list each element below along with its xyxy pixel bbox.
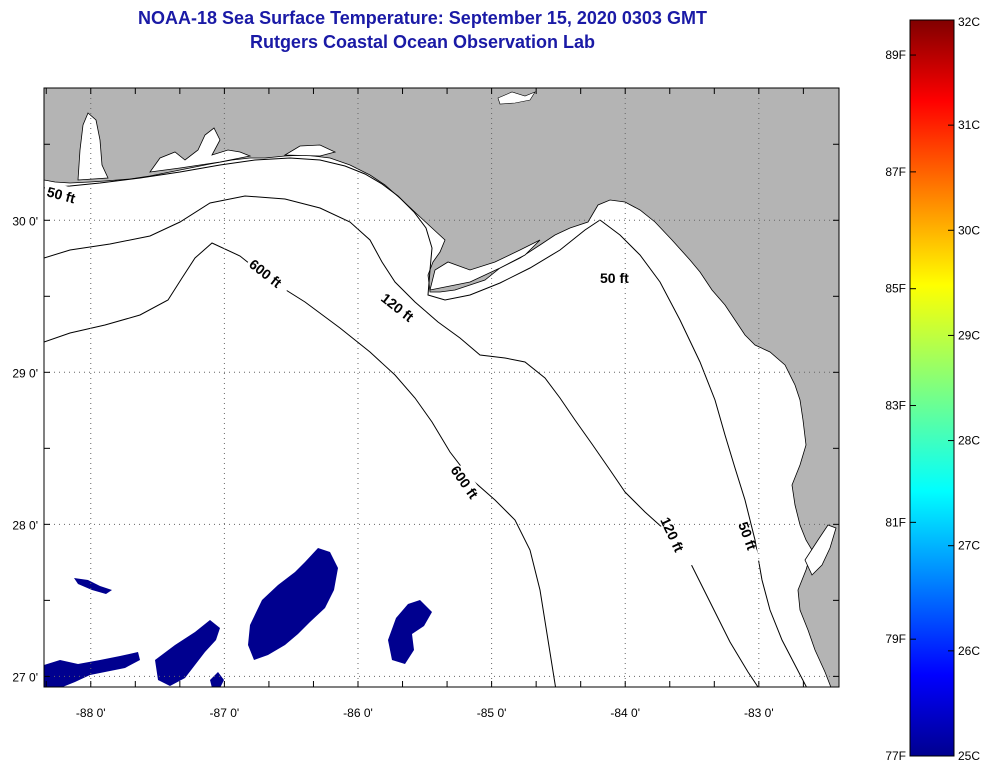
colorbar-fahrenheit-label: 85F (885, 282, 906, 296)
lon-tick-label: -85 0' (477, 706, 507, 720)
lon-tick-label: -87 0' (210, 706, 240, 720)
cold-patch-3 (248, 548, 338, 660)
colorbar-celsius-label: 28C (958, 434, 980, 448)
inland-lake (497, 91, 536, 105)
contour-label-50ft-north: 50 ft (600, 270, 629, 286)
choctawhatchee-bay (283, 144, 337, 157)
lat-tick-label: 27 0' (12, 670, 38, 684)
colorbar-celsius-label: 27C (958, 539, 980, 553)
contour-50ft-west (44, 157, 601, 301)
longitude-axis: -88 0' -87 0' -86 0' -85 0' -84 0' -83 0' (45, 88, 804, 720)
colorbar-celsius-labels: 32C 31C 30C 29C 28C 27C 26C 25C (948, 15, 980, 763)
latitude-axis: 27 0' 28 0' 29 0' 30 0' (12, 143, 839, 684)
colorbar-celsius-label: 31C (958, 118, 980, 132)
contour-600ft (44, 242, 557, 687)
cold-patch-2 (155, 620, 220, 686)
lon-tick-label: -88 0' (76, 706, 106, 720)
colorbar-celsius-label: 25C (958, 749, 980, 763)
lon-tick-label: -84 0' (610, 706, 640, 720)
colorbar (909, 19, 955, 757)
chart-title: NOAA-18 Sea Surface Temperature: Septemb… (138, 8, 707, 28)
apalachicola-bay (429, 239, 541, 291)
contour-50ft-east (599, 219, 808, 687)
cold-patch-5 (74, 578, 112, 594)
contour-label-50ft-west: 50 ft (45, 183, 77, 206)
lat-tick-label: 29 0' (12, 366, 38, 380)
lon-tick-label: -86 0' (343, 706, 373, 720)
colorbar-celsius-label: 26C (958, 644, 980, 658)
colorbar-celsius-label: 29C (958, 328, 980, 342)
pensacola-bay (149, 127, 252, 173)
lat-tick-label: 30 0' (12, 214, 38, 228)
colorbar-fahrenheit-label: 81F (885, 515, 906, 529)
cold-patch-6 (210, 672, 224, 687)
lat-tick-label: 28 0' (12, 518, 38, 532)
cold-patch-1 (44, 652, 140, 687)
colorbar-fahrenheit-label: 77F (885, 749, 906, 763)
mobile-bay (77, 112, 109, 181)
colorbar-fahrenheit-label: 87F (885, 165, 906, 179)
colorbar-fahrenheit-label: 89F (885, 48, 906, 62)
colorbar-fahrenheit-labels: 89F 87F 85F 83F 81F 79F 77F (885, 48, 916, 763)
colorbar-celsius-label: 32C (958, 15, 980, 29)
colorbar-celsius-label: 30C (958, 223, 980, 237)
cold-sst-patches (44, 548, 432, 687)
map-frame (43, 87, 840, 688)
cold-patch-4 (388, 600, 432, 664)
tampa-bay (804, 524, 837, 576)
lon-tick-label: -83 0' (744, 706, 774, 720)
colorbar-fahrenheit-label: 83F (885, 399, 906, 413)
land-mass (44, 88, 839, 687)
chart-subtitle: Rutgers Coastal Ocean Observation Lab (249, 32, 596, 52)
colorbar-fahrenheit-label: 79F (885, 632, 906, 646)
